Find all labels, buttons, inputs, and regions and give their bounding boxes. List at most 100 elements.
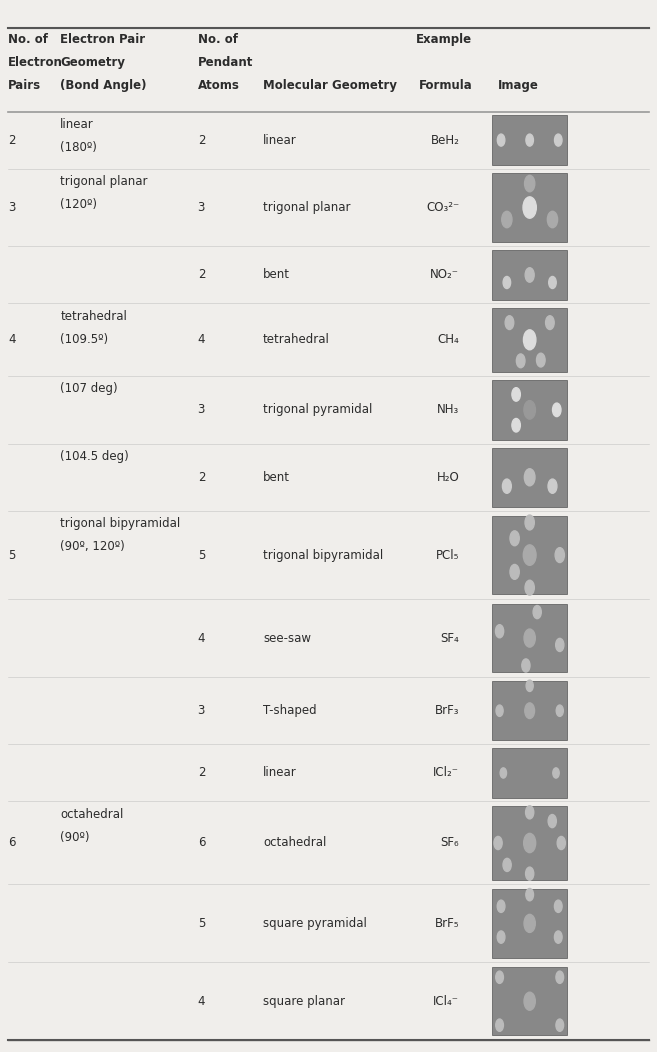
Text: 3: 3 [198,704,205,717]
FancyBboxPatch shape [492,807,567,879]
Text: 6: 6 [8,836,15,850]
Text: BeH₂: BeH₂ [430,134,459,146]
Circle shape [524,469,535,486]
Text: 4: 4 [8,333,15,346]
Circle shape [524,833,535,852]
Circle shape [525,515,534,530]
Text: trigonal pyramidal: trigonal pyramidal [263,403,373,417]
FancyBboxPatch shape [492,380,567,440]
Text: tetrahedral: tetrahedral [60,309,127,323]
FancyBboxPatch shape [492,681,567,741]
Text: SF₄: SF₄ [441,631,459,645]
Circle shape [524,992,535,1010]
Text: Image: Image [498,79,539,92]
Text: Molecular Geometry: Molecular Geometry [263,79,397,92]
Circle shape [556,1019,564,1031]
Circle shape [512,387,520,401]
Circle shape [526,680,533,691]
FancyBboxPatch shape [492,748,567,798]
Text: bent: bent [263,471,290,484]
Text: PCl₅: PCl₅ [436,548,459,562]
FancyBboxPatch shape [492,174,567,242]
Text: 2: 2 [8,134,15,146]
Text: linear: linear [263,767,297,780]
Circle shape [500,768,507,778]
Circle shape [512,419,520,432]
Text: 4: 4 [198,333,205,346]
FancyBboxPatch shape [492,517,567,594]
Circle shape [495,625,504,638]
Text: SF₆: SF₆ [441,836,459,850]
Circle shape [555,134,562,146]
Text: 2: 2 [198,134,205,146]
Circle shape [525,267,534,282]
Circle shape [510,565,519,580]
Text: 5: 5 [8,548,15,562]
Circle shape [523,197,536,218]
Circle shape [549,277,556,288]
Circle shape [555,931,562,944]
Circle shape [545,316,555,329]
Circle shape [496,705,503,716]
Text: H₂O: H₂O [437,471,459,484]
Circle shape [516,353,525,368]
Text: Example: Example [417,33,472,46]
Circle shape [548,479,557,493]
FancyBboxPatch shape [492,308,567,371]
Text: CO₃²⁻: CO₃²⁻ [426,201,459,214]
Text: octahedral: octahedral [60,808,124,821]
Text: 4: 4 [198,631,205,645]
Text: No. of: No. of [8,33,48,46]
Circle shape [556,705,563,716]
Text: bent: bent [263,268,290,282]
Circle shape [510,531,519,546]
Text: No. of: No. of [198,33,238,46]
Text: Geometry: Geometry [60,56,125,69]
Text: 3: 3 [198,403,205,417]
Text: trigonal planar: trigonal planar [263,201,351,214]
FancyBboxPatch shape [492,604,567,672]
Text: tetrahedral: tetrahedral [263,333,330,346]
Circle shape [526,134,533,146]
Circle shape [496,971,503,984]
Circle shape [548,814,556,828]
Text: ICl₄⁻: ICl₄⁻ [434,995,459,1008]
Circle shape [496,1019,503,1031]
Text: NH₃: NH₃ [437,403,459,417]
Circle shape [524,330,536,349]
Text: trigonal planar: trigonal planar [60,175,148,188]
Text: linear: linear [263,134,297,146]
Circle shape [525,581,534,595]
Circle shape [547,211,558,227]
Text: 3: 3 [8,201,15,214]
Text: (90º): (90º) [60,831,90,844]
Circle shape [503,277,510,288]
Text: (120º): (120º) [60,198,97,211]
Circle shape [525,703,535,719]
Text: (107 deg): (107 deg) [60,383,118,396]
Text: Pendant: Pendant [198,56,253,69]
Circle shape [555,901,562,912]
Text: BrF₅: BrF₅ [435,917,459,930]
Text: T-shaped: T-shaped [263,704,317,717]
Circle shape [555,548,564,563]
Circle shape [523,545,536,565]
Text: (180º): (180º) [60,141,97,154]
Circle shape [553,768,559,778]
Circle shape [497,134,505,146]
Circle shape [522,659,530,672]
Text: Electron: Electron [8,56,63,69]
Text: 2: 2 [198,471,205,484]
FancyBboxPatch shape [492,967,567,1035]
FancyBboxPatch shape [492,889,567,957]
Text: (109.5º): (109.5º) [60,332,108,346]
Text: 2: 2 [198,268,205,282]
Circle shape [556,639,564,651]
Circle shape [533,606,541,619]
Text: BrF₃: BrF₃ [435,704,459,717]
Text: trigonal bipyramidal: trigonal bipyramidal [263,548,383,562]
Circle shape [524,176,535,191]
Circle shape [503,479,511,493]
Circle shape [494,836,502,850]
Circle shape [503,858,511,871]
